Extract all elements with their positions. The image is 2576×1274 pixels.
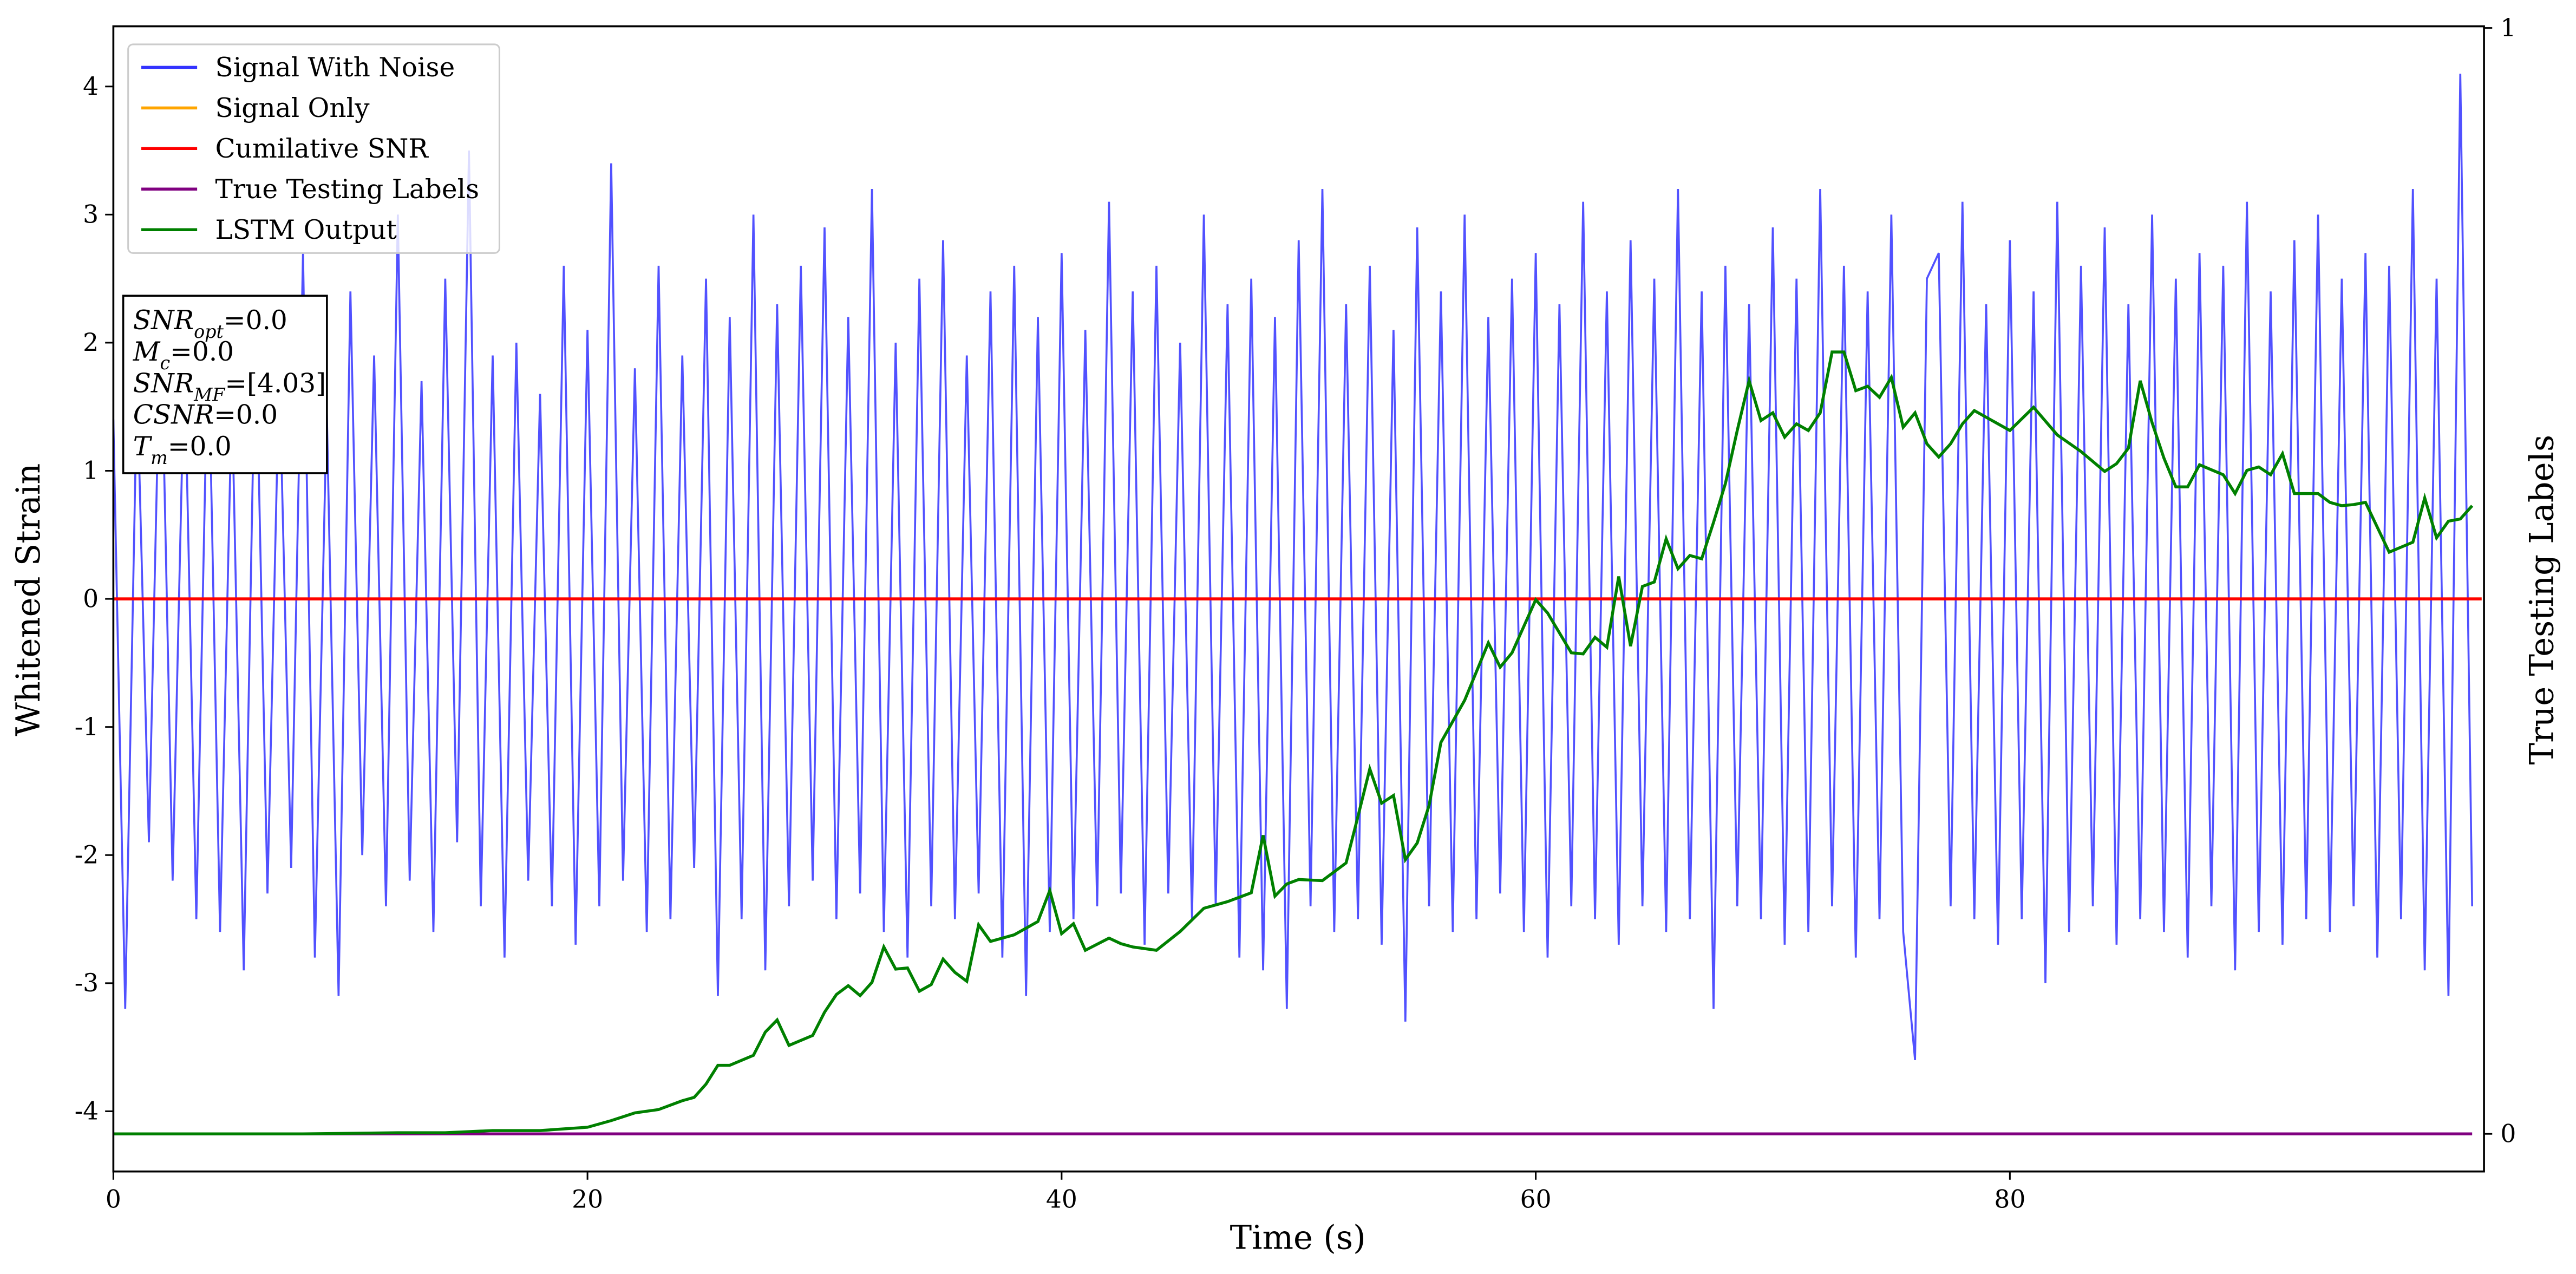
annotation-line: Mc=0.0	[133, 337, 234, 374]
y2-tick-label: 1	[2500, 14, 2516, 42]
y-tick-label: -1	[75, 713, 99, 741]
x-tick-label: 40	[1046, 1185, 1077, 1213]
y-tick-label: -3	[75, 969, 99, 997]
annotation-value: =[4.03]	[225, 368, 326, 398]
legend-box	[127, 43, 500, 254]
annotation-symbol: SNR	[133, 368, 194, 398]
x-tick-label: 80	[1994, 1185, 2025, 1213]
y-tick-label: 4	[83, 72, 99, 101]
annotation: SNRopt=0.0Mc=0.0SNRMF=[4.03]CSNR=0.0Tm=0…	[122, 295, 328, 474]
y-axis-label: Whitened Strain	[10, 463, 48, 736]
y-tick-label: 3	[83, 200, 99, 229]
x-tick-label: 20	[572, 1185, 603, 1213]
legend-label: LSTM Output	[215, 215, 397, 245]
annotation-symbol: M	[133, 337, 161, 367]
annotation-line: CSNR=0.0	[133, 400, 278, 430]
legend-label: True Testing Labels	[215, 174, 480, 205]
y-tick-label: -4	[75, 1097, 99, 1126]
annotation-value: =0.0	[168, 431, 232, 461]
x-tick-label: 0	[106, 1185, 121, 1213]
series-line	[113, 350, 2474, 1135]
y2-tick-label: 0	[2500, 1119, 2516, 1148]
y2-axis-label: True Testing Labels	[2523, 435, 2561, 765]
annotation-subscript: c	[160, 352, 171, 374]
y-tick-label: 1	[83, 456, 99, 485]
annotation-symbol: T	[133, 431, 153, 461]
x-axis-label: Time (s)	[1230, 1219, 1366, 1257]
annotation-box	[122, 295, 328, 474]
annotation-symbol: CSNR	[133, 400, 214, 430]
annotation-line: SNRMF=[4.03]	[133, 368, 326, 405]
plot-area	[112, 74, 2482, 1135]
x-tick-label: 60	[1520, 1185, 1552, 1213]
annotation-line: SNRopt=0.0	[133, 305, 287, 342]
annotation-value: =0.0	[214, 400, 278, 430]
y-tick-label: 0	[83, 584, 99, 613]
annotation-line: Tm=0.0	[133, 431, 232, 468]
annotation-subscript: MF	[193, 384, 226, 405]
annotation-value: =0.0	[224, 305, 287, 335]
annotation-subscript: opt	[194, 321, 224, 342]
legend: Signal With Noise Signal Only Cumilative S…	[127, 43, 500, 254]
legend-label: Signal With Noise	[215, 53, 455, 83]
legend-label: Cumilative SNR	[215, 134, 429, 164]
annotation-value: =0.0	[170, 337, 234, 367]
series-line	[112, 74, 2474, 1060]
annotation-symbol: SNR	[133, 305, 194, 335]
legend-label: Signal Only	[215, 93, 370, 123]
y-tick-label: -2	[75, 840, 99, 869]
y-tick-label: 2	[83, 328, 99, 357]
annotation-subscript: m	[151, 447, 168, 468]
